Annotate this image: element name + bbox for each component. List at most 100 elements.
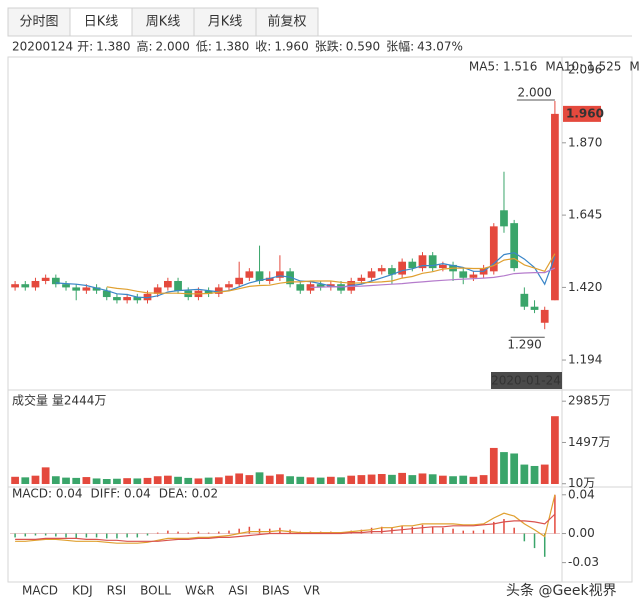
legend-item: MA5: 1.516 <box>469 60 537 74</box>
tab[interactable] <box>7 7 71 37</box>
dea-line <box>15 513 556 542</box>
legend-item: DEA: 0.02 <box>159 487 218 501</box>
tab-label[interactable]: 日K线 <box>84 15 119 30</box>
tab-label[interactable]: 分时图 <box>19 15 58 30</box>
tab[interactable] <box>69 7 133 37</box>
y-tick-label: 2985万 <box>568 394 611 408</box>
y-tick-label: 1.194 <box>568 353 602 367</box>
y-tick-label: 1.870 <box>568 135 602 149</box>
volume-bar <box>500 452 508 484</box>
legend-item: MA10: 1.525 <box>545 60 621 74</box>
candle-body <box>245 271 254 278</box>
volume-bar <box>337 477 345 484</box>
volume-bar <box>102 479 111 484</box>
candle-body <box>143 293 152 301</box>
y-tick-label: 0.04 <box>568 487 595 501</box>
volume-bar <box>255 472 264 484</box>
candle-body <box>367 271 376 278</box>
volume-bar <box>123 478 131 484</box>
indicator-tab[interactable]: KDJ <box>72 584 93 598</box>
candle-body <box>92 287 101 291</box>
volume-bar <box>164 475 172 484</box>
tab-label[interactable]: 前复权 <box>267 14 306 30</box>
volume-bar <box>459 475 468 484</box>
volume-bar <box>51 476 60 484</box>
tab-label[interactable]: 周K线 <box>146 15 181 30</box>
candle-body <box>520 293 529 307</box>
ma-line <box>310 267 556 288</box>
indicator-tab[interactable]: BIAS <box>262 584 290 598</box>
candle-body <box>540 309 549 323</box>
tab[interactable] <box>131 7 195 37</box>
tab-label[interactable]: 月K线 <box>208 15 243 30</box>
candle-body <box>41 277 50 281</box>
ma-line <box>106 253 556 295</box>
info-text: 低: <box>196 40 212 54</box>
volume-bar <box>296 476 305 484</box>
volume-bar <box>133 478 142 484</box>
info-text: 43.07% <box>417 40 463 54</box>
candle-body <box>398 261 406 275</box>
info-text: 张幅: <box>386 39 414 54</box>
indicator-tab[interactable]: BOLL <box>140 584 171 598</box>
y-tick-label: 1.645 <box>568 208 602 222</box>
tab[interactable] <box>255 7 319 37</box>
candle-body <box>551 113 559 301</box>
volume-bar <box>31 475 40 484</box>
volume-bar <box>326 476 335 484</box>
candle-body <box>510 223 519 269</box>
volume-bar <box>41 467 50 484</box>
candle-body <box>428 255 437 269</box>
volume-bar <box>184 477 193 484</box>
last-price-label: 1.960 <box>566 106 604 120</box>
volume-bar <box>418 473 427 484</box>
volume-bar <box>174 476 182 484</box>
indicator-tab[interactable]: MACD <box>22 584 58 598</box>
candle-body <box>500 210 508 227</box>
volume-bar <box>21 477 30 484</box>
indicator-tab[interactable]: RSI <box>107 584 127 598</box>
volume-bar <box>428 474 437 484</box>
candle-body <box>133 297 142 301</box>
y-tick-label: 10万 <box>568 476 595 490</box>
candle-body <box>62 284 70 288</box>
candle-body <box>51 277 60 285</box>
volume-bar <box>469 476 478 484</box>
info-text: 高: <box>136 39 152 54</box>
info-text: 2.000 <box>156 40 190 54</box>
volume-bar <box>357 475 366 484</box>
legend-item: MA30: 1.480 <box>629 60 640 74</box>
volume-bar <box>62 477 70 484</box>
candle-body <box>21 284 30 288</box>
volume-bar <box>551 416 559 484</box>
legend-item: MACD: 0.04 <box>12 487 83 501</box>
candle-body <box>214 287 223 294</box>
candle-body <box>113 297 121 301</box>
volume-bar <box>153 476 162 484</box>
candle-body <box>489 226 498 272</box>
volume-bar <box>276 474 284 484</box>
volume-bar <box>377 474 386 484</box>
info-text: 20200124 <box>12 40 73 54</box>
info-text: 1.380 <box>215 40 249 54</box>
volume-bar <box>143 477 152 484</box>
volume-bar <box>72 477 81 484</box>
candle-body <box>153 287 162 294</box>
volume-bar <box>225 475 233 484</box>
candle-body <box>276 271 284 278</box>
volume-bar <box>214 477 223 484</box>
volume-bar <box>520 464 529 484</box>
legend-item: DIFF: 0.04 <box>91 487 151 501</box>
panel-title: 成交量 量2444万 <box>12 393 106 408</box>
indicator-tab[interactable]: ASI <box>229 584 248 598</box>
indicator-tab[interactable]: VR <box>304 584 321 598</box>
indicator-tab[interactable]: W&R <box>185 584 215 598</box>
volume-bar <box>510 453 519 484</box>
candle-body <box>255 271 264 281</box>
volume-bar <box>245 475 254 484</box>
candle-body <box>377 268 386 272</box>
last-price-box <box>563 105 601 122</box>
volume-bar <box>479 475 488 484</box>
